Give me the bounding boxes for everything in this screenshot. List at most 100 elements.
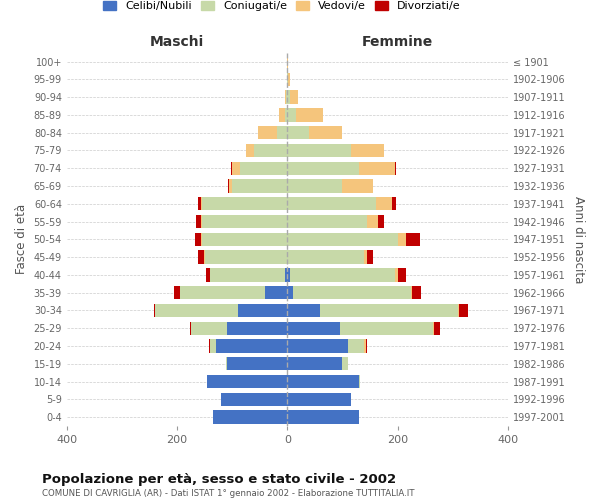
- Bar: [310, 126, 343, 140]
- Bar: [293, 286, 412, 300]
- Bar: [227, 322, 287, 335]
- Bar: [289, 72, 290, 86]
- Bar: [290, 90, 298, 104]
- Bar: [286, 90, 287, 104]
- Bar: [196, 215, 201, 228]
- Bar: [155, 304, 238, 317]
- Bar: [359, 375, 360, 388]
- Bar: [209, 340, 210, 352]
- Bar: [365, 340, 367, 352]
- Bar: [238, 304, 287, 317]
- Bar: [241, 162, 287, 175]
- Bar: [290, 268, 395, 281]
- Bar: [287, 304, 320, 317]
- Bar: [367, 215, 378, 228]
- Bar: [174, 286, 180, 300]
- Bar: [246, 144, 254, 157]
- Bar: [195, 232, 201, 246]
- Bar: [208, 375, 287, 388]
- Bar: [287, 286, 293, 300]
- Bar: [279, 108, 284, 122]
- Bar: [198, 197, 201, 210]
- Bar: [287, 144, 351, 157]
- Bar: [434, 322, 440, 335]
- Bar: [190, 322, 191, 335]
- Bar: [320, 304, 458, 317]
- Bar: [343, 357, 348, 370]
- Bar: [364, 340, 365, 352]
- Bar: [277, 126, 287, 140]
- Text: COMUNE DI CAVRIGLIA (AR) - Dati ISTAT 1° gennaio 2002 - Elaborazione TUTTITALIA.: COMUNE DI CAVRIGLIA (AR) - Dati ISTAT 1°…: [42, 489, 415, 498]
- Bar: [287, 375, 359, 388]
- Text: Femmine: Femmine: [362, 35, 433, 49]
- Bar: [392, 197, 397, 210]
- Bar: [395, 268, 398, 281]
- Bar: [378, 215, 384, 228]
- Bar: [364, 250, 367, 264]
- Bar: [406, 232, 419, 246]
- Bar: [287, 108, 296, 122]
- Bar: [232, 162, 241, 175]
- Bar: [287, 180, 343, 192]
- Bar: [210, 268, 284, 281]
- Bar: [287, 250, 364, 264]
- Text: Maschi: Maschi: [150, 35, 204, 49]
- Bar: [367, 250, 373, 264]
- Bar: [215, 340, 287, 352]
- Bar: [287, 357, 343, 370]
- Bar: [412, 286, 421, 300]
- Bar: [227, 357, 287, 370]
- Bar: [191, 322, 227, 335]
- Bar: [202, 197, 287, 210]
- Bar: [180, 286, 265, 300]
- Bar: [458, 304, 460, 317]
- Bar: [201, 232, 202, 246]
- Bar: [265, 286, 287, 300]
- Bar: [226, 357, 227, 370]
- Bar: [154, 304, 155, 317]
- Bar: [210, 340, 215, 352]
- Bar: [398, 232, 406, 246]
- Bar: [287, 215, 367, 228]
- Bar: [460, 304, 467, 317]
- Bar: [232, 180, 287, 192]
- Bar: [351, 144, 384, 157]
- Bar: [395, 162, 396, 175]
- Bar: [296, 108, 323, 122]
- Bar: [287, 126, 310, 140]
- Bar: [231, 162, 232, 175]
- Bar: [229, 180, 232, 192]
- Bar: [221, 392, 287, 406]
- Text: Popolazione per età, sesso e stato civile - 2002: Popolazione per età, sesso e stato civil…: [42, 472, 396, 486]
- Bar: [284, 108, 287, 122]
- Bar: [285, 90, 286, 104]
- Bar: [287, 232, 398, 246]
- Bar: [433, 322, 434, 335]
- Bar: [201, 215, 202, 228]
- Bar: [287, 90, 290, 104]
- Bar: [287, 55, 289, 68]
- Bar: [287, 410, 359, 424]
- Bar: [287, 340, 348, 352]
- Legend: Celibi/Nubili, Coniugati/e, Vedovi/e, Divorziati/e: Celibi/Nubili, Coniugati/e, Vedovi/e, Di…: [103, 0, 461, 11]
- Bar: [287, 72, 289, 86]
- Bar: [287, 197, 376, 210]
- Bar: [206, 268, 210, 281]
- Bar: [343, 180, 373, 192]
- Bar: [254, 144, 287, 157]
- Bar: [201, 197, 202, 210]
- Bar: [340, 322, 433, 335]
- Bar: [213, 410, 287, 424]
- Bar: [202, 215, 287, 228]
- Bar: [287, 162, 359, 175]
- Bar: [287, 268, 290, 281]
- Y-axis label: Anni di nascita: Anni di nascita: [572, 196, 585, 283]
- Bar: [359, 162, 395, 175]
- Bar: [284, 268, 287, 281]
- Bar: [203, 250, 205, 264]
- Bar: [287, 322, 340, 335]
- Bar: [398, 268, 406, 281]
- Bar: [348, 340, 364, 352]
- Bar: [205, 250, 287, 264]
- Bar: [287, 392, 351, 406]
